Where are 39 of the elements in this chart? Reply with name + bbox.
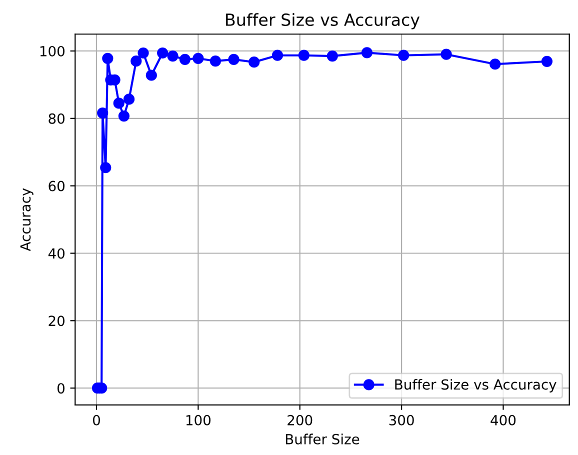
point: [146, 70, 157, 81]
y-tick-label: 100: [40, 46, 64, 56]
x-axis-title: Buffer Size: [286, 434, 360, 444]
y-tick-label: 40: [48, 248, 64, 259]
point: [102, 52, 114, 64]
point: [210, 56, 222, 67]
chart-title: Buffer Size vs Accuracy: [226, 13, 420, 30]
point: [541, 56, 553, 67]
point: [97, 107, 108, 119]
x-tick-label: 0: [92, 414, 100, 426]
y-tick-label: 60: [48, 180, 64, 192]
point: [298, 50, 310, 61]
point: [272, 50, 284, 61]
x-tick-label: 400: [490, 414, 516, 426]
point: [361, 47, 373, 58]
point: [228, 54, 240, 65]
x-tick-label: 300: [389, 414, 414, 426]
point: [118, 110, 130, 122]
x-tick-label: 100: [186, 414, 211, 426]
legend-label: Buffer Size vs Accuracy: [395, 379, 556, 392]
y-tick-label: 20: [48, 316, 64, 326]
point: [138, 47, 149, 59]
point: [113, 98, 124, 109]
point: [192, 52, 204, 64]
point: [398, 50, 410, 61]
y-tick-label: 80: [48, 113, 64, 124]
point: [179, 54, 191, 65]
x-tick-label: 200: [288, 414, 312, 426]
point: [123, 94, 135, 105]
point: [248, 56, 260, 68]
point: [130, 56, 142, 67]
point: [440, 48, 452, 60]
y-tick-label: 0: [57, 383, 64, 394]
point: [157, 47, 168, 59]
point: [490, 58, 501, 70]
point: [167, 50, 178, 62]
point: [326, 50, 338, 62]
y-axis-title: Accuracy: [20, 188, 34, 252]
point: [100, 162, 112, 174]
